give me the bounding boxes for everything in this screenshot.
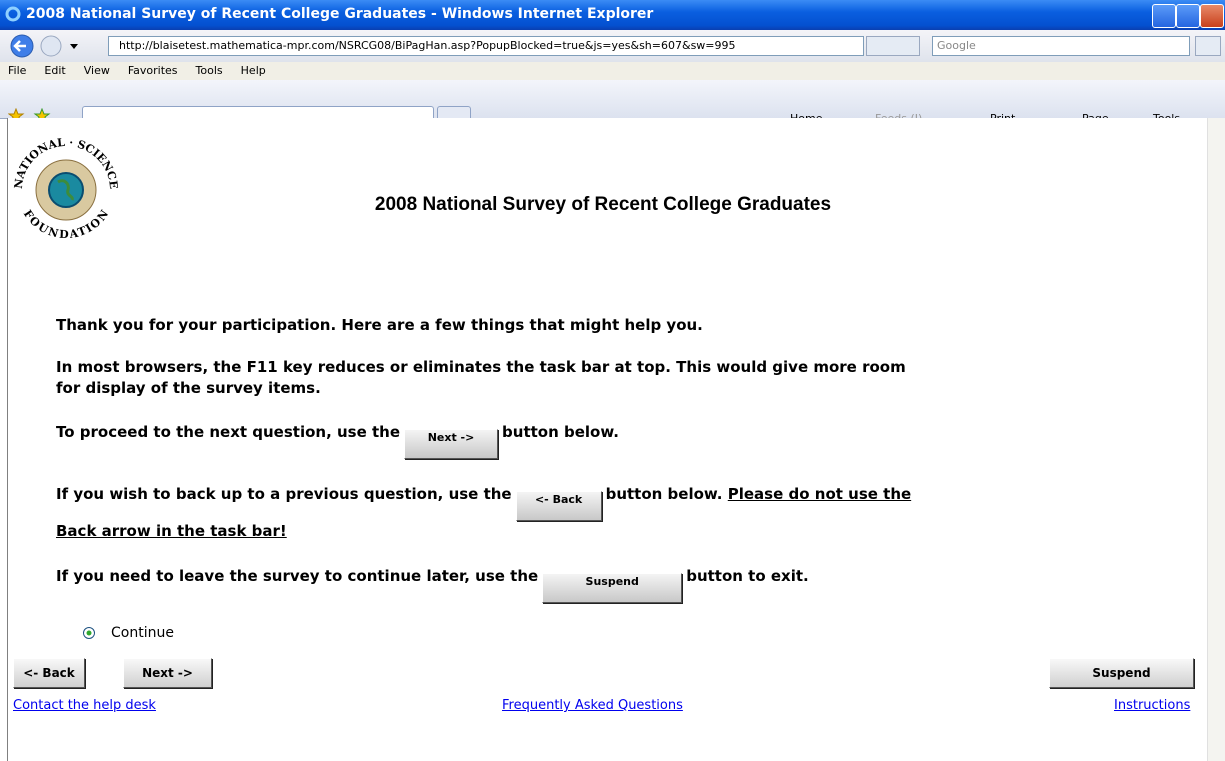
scrollbar[interactable] [1207, 118, 1225, 761]
back-button[interactable]: <- Back [13, 658, 85, 688]
back-instruction: If you wish to back up to a previous que… [56, 484, 926, 541]
nav-buttons [6, 32, 106, 60]
next-button[interactable]: Next -> [123, 658, 212, 688]
help-link[interactable]: Contact the help desk [13, 698, 156, 713]
text: To proceed to the next question, use the [56, 423, 400, 441]
maximize-button[interactable] [1176, 4, 1200, 28]
page-content: NATIONAL · SCIENCE FOUNDATION 2008 Natio… [7, 118, 1207, 761]
next-instruction: To proceed to the next question, use the… [56, 423, 956, 459]
minimize-button[interactable] [1152, 4, 1176, 28]
radio-option: Continue [82, 625, 174, 641]
refresh-stop[interactable] [866, 36, 920, 56]
address-row: http://blaisetest.mathematica-mpr.com/NS… [0, 30, 1225, 62]
menu-item[interactable]: File [8, 62, 26, 80]
ie-icon [5, 6, 21, 22]
suspend-button[interactable]: Suspend [1049, 658, 1194, 688]
browser-window: 2008 National Survey of Recent College G… [0, 0, 1225, 761]
back-sample-button: <- Back [516, 491, 602, 521]
search-button[interactable] [1195, 36, 1221, 56]
page-title: 2008 National Survey of Recent College G… [228, 194, 978, 216]
suspend-instruction: If you need to leave the survey to conti… [56, 567, 956, 603]
nsf-logo: NATIONAL · SCIENCE FOUNDATION [8, 124, 123, 254]
menu-item[interactable]: Favorites [128, 62, 178, 80]
suspend-sample-button: Suspend [542, 573, 682, 603]
menu-bar: File Edit View Favorites Tools Help [0, 62, 1225, 80]
tab-row: 2008 National Survey of Recent College G… [0, 80, 1225, 119]
text: If you wish to back up to a previous que… [56, 485, 512, 503]
menu-item[interactable]: Help [241, 62, 266, 80]
address-bar[interactable]: http://blaisetest.mathematica-mpr.com/NS… [108, 36, 864, 56]
menu-item[interactable]: View [84, 62, 110, 80]
window-title: 2008 National Survey of Recent College G… [26, 6, 653, 22]
radio-button[interactable] [82, 626, 96, 640]
instructions-link[interactable]: Instructions [1114, 698, 1190, 713]
search-box[interactable]: Google [932, 36, 1190, 56]
title-bar: 2008 National Survey of Recent College G… [0, 0, 1225, 30]
page: survey {"window": {"title": "2008 Nation… [0, 0, 1225, 761]
radio-label[interactable]: Continue [111, 625, 174, 641]
text: button below. [502, 423, 619, 441]
menu-item[interactable]: Tools [196, 62, 223, 80]
intro-text: Thank you for your participation. Here a… [56, 316, 936, 334]
close-button[interactable] [1200, 4, 1224, 28]
menu-item[interactable]: Edit [44, 62, 65, 80]
forward-nav[interactable] [41, 36, 61, 56]
f11-text: In most browsers, the F11 key reduces or… [56, 357, 906, 399]
faq-link[interactable]: Frequently Asked Questions [502, 698, 683, 713]
text: button to exit. [686, 567, 809, 585]
next-sample-button: Next -> [404, 429, 498, 459]
text: button below. [606, 485, 723, 503]
text: If you need to leave the survey to conti… [56, 567, 538, 585]
